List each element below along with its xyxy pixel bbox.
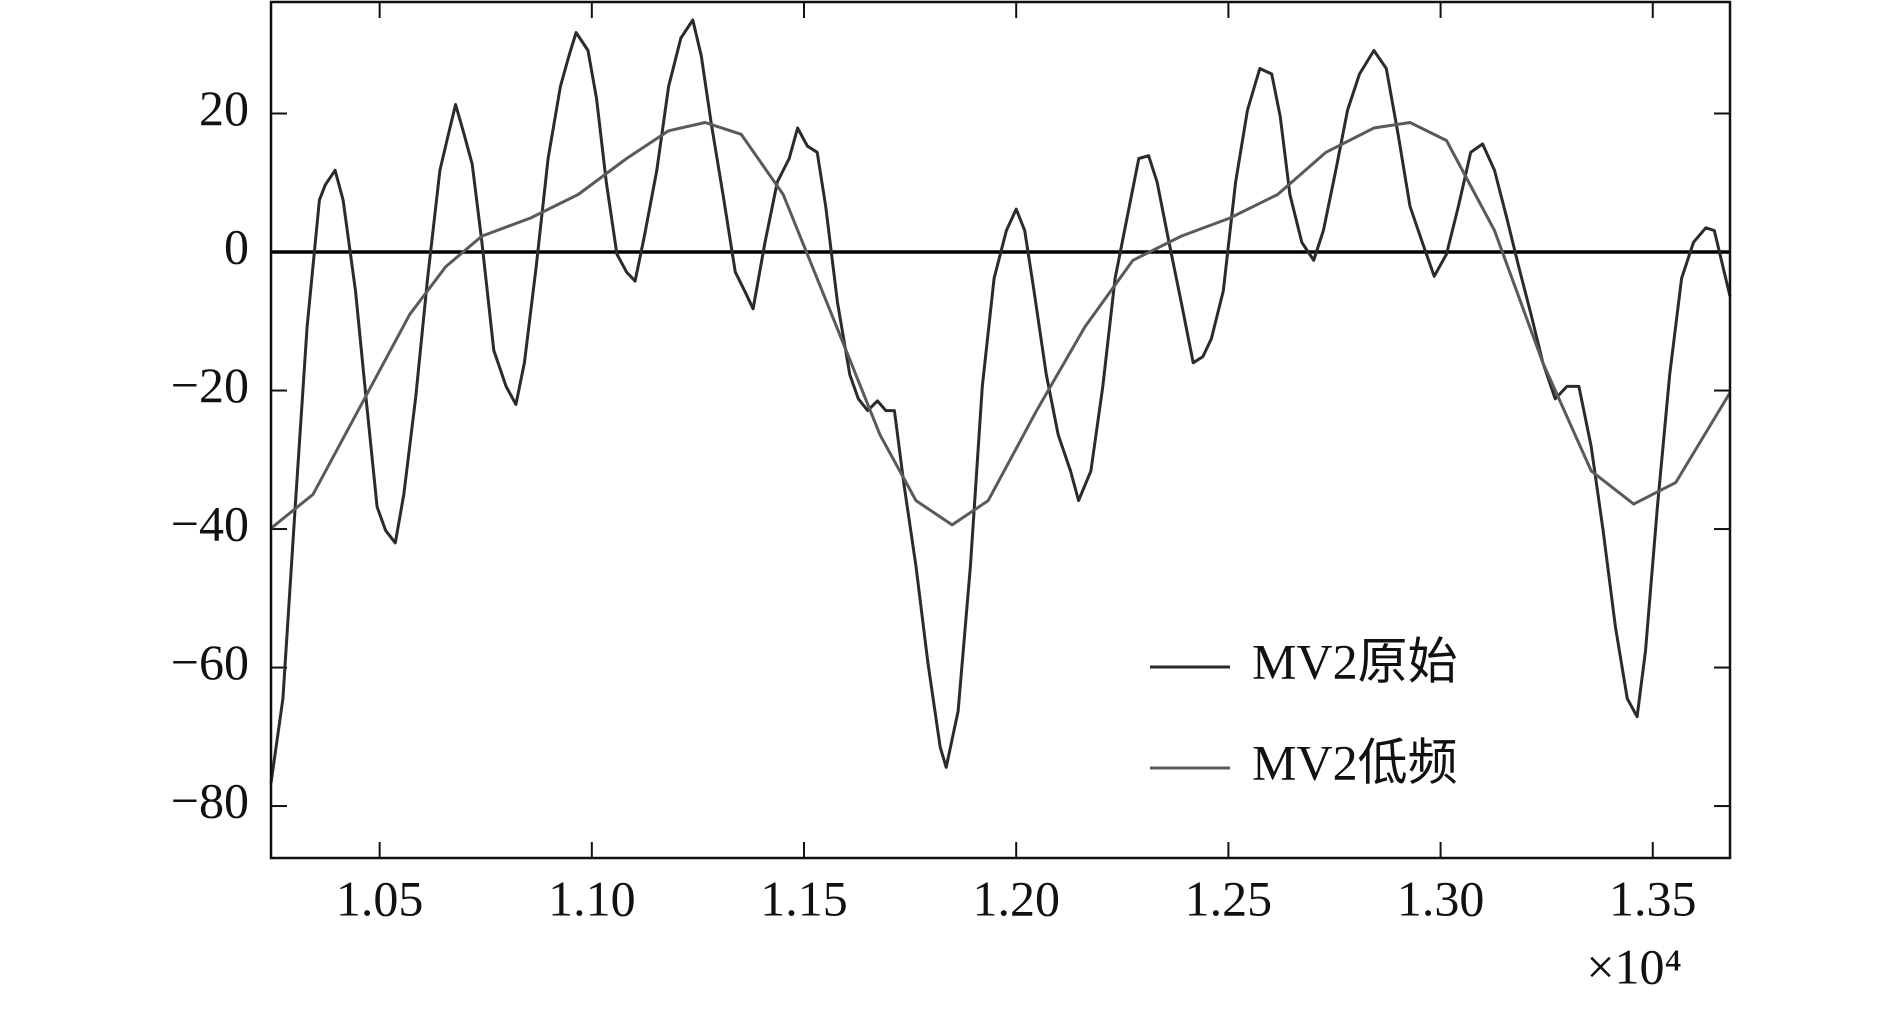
- legend-label: MV2原始: [1252, 633, 1458, 689]
- y-tick-label: −20: [171, 357, 249, 413]
- y-tick-label: 0: [224, 218, 249, 274]
- y-tick-label: −80: [171, 773, 249, 829]
- x-tick-label: 1.05: [336, 870, 424, 926]
- plot-frame: [269, 0, 1732, 860]
- x-tick-label: 1.35: [1609, 870, 1697, 926]
- x-tick-label: 1.15: [760, 870, 848, 926]
- x-tick-label: 1.10: [548, 870, 636, 926]
- x-tick-label: 1.20: [972, 870, 1060, 926]
- y-tick-label: −60: [171, 634, 249, 690]
- y-tick-label: −40: [171, 496, 249, 552]
- x-tick-label: 1.25: [1185, 870, 1273, 926]
- series-line: [269, 18, 1732, 784]
- series-line: [270, 121, 1732, 530]
- y-tick-label: 20: [199, 80, 249, 136]
- x-multiplier: ×10⁴: [1586, 938, 1682, 994]
- legend-label: MV2低频: [1252, 734, 1458, 790]
- x-tick-label: 1.30: [1397, 870, 1485, 926]
